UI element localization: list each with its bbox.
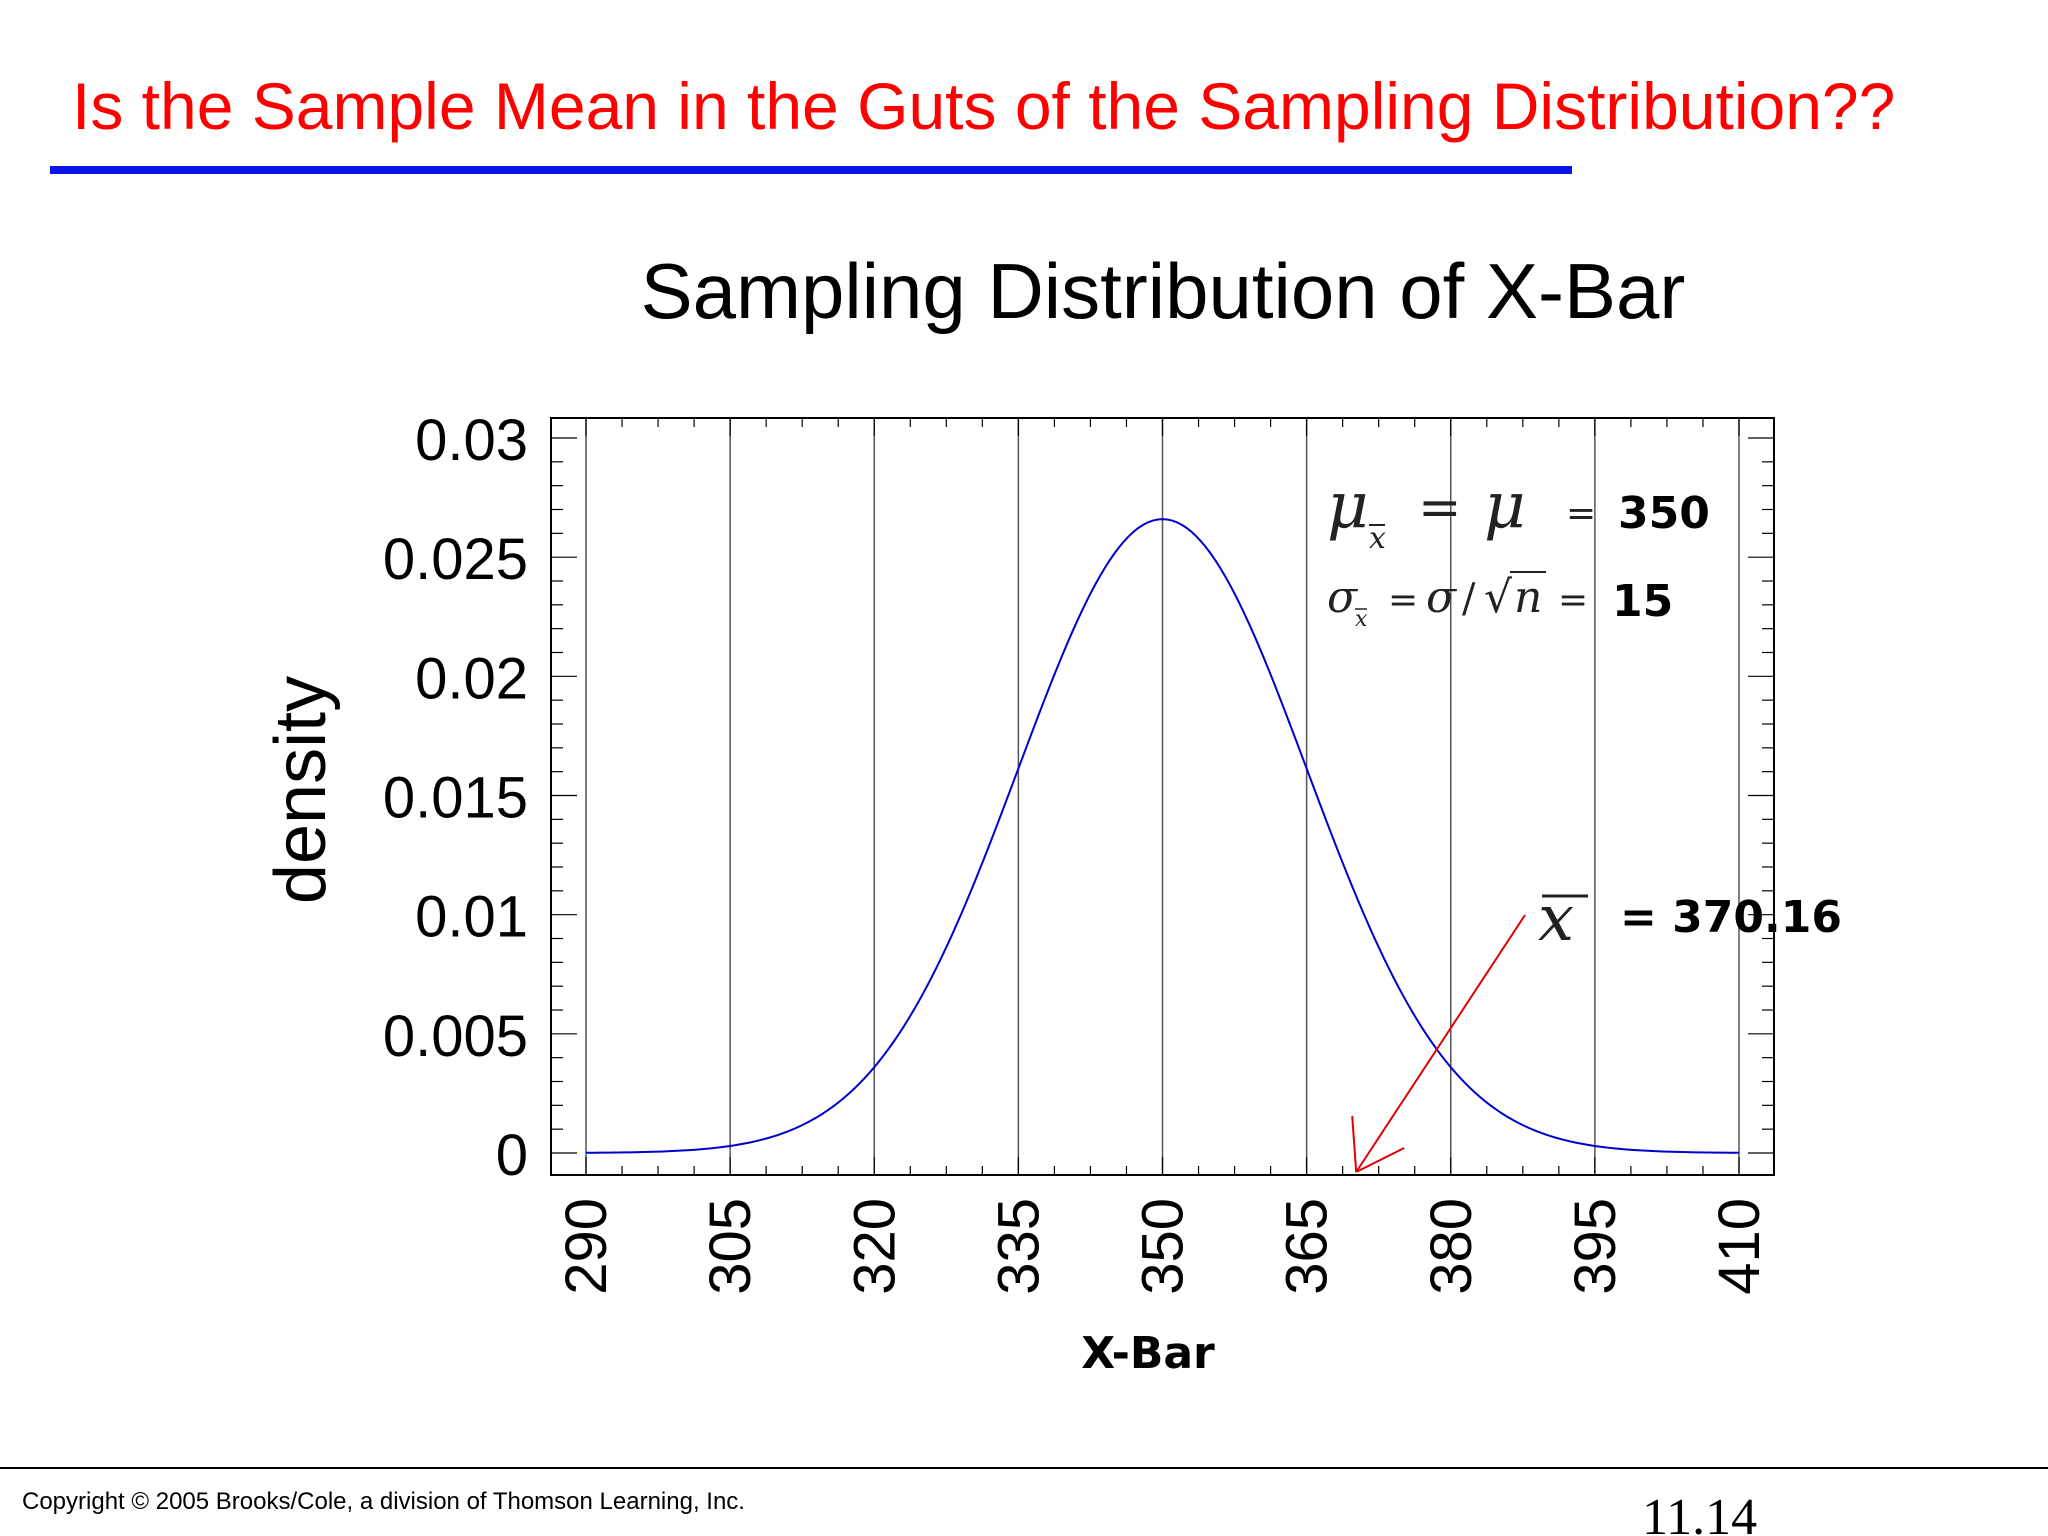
y-tick-label: 0.03 <box>415 408 528 473</box>
sigma-formula: σ x = σ / √ n = 15 <box>1327 571 1673 632</box>
x-tick-label: 410 <box>1707 1198 1772 1295</box>
y-tick-label: 0.02 <box>415 646 528 711</box>
y-tick-label: 0 <box>496 1123 528 1188</box>
footer-copyright: Copyright © 2005 Brooks/Cole, a division… <box>22 1488 745 1515</box>
sigma-value: 15 <box>1612 576 1673 627</box>
svg-text:=: = <box>1418 478 1462 538</box>
arrow-head <box>1351 1115 1358 1173</box>
page-number: 11.14 <box>1642 1490 1758 1536</box>
mu-value: 350 <box>1618 488 1710 539</box>
svg-text:√: √ <box>1484 572 1513 623</box>
svg-text:x: x <box>1369 521 1386 556</box>
svg-text:n: n <box>1514 572 1542 623</box>
x-tick-labels: 290 305 320 335 350 365 380 395 410 <box>554 1198 1772 1295</box>
xbar-annotation: x = 370.16 <box>1538 882 1842 956</box>
density-chart: Sampling Distribution of X-Bar 290 305 320… <box>261 247 1842 1379</box>
y-tick-label: 0.015 <box>383 766 528 831</box>
x-tick-label: 305 <box>698 1198 763 1295</box>
svg-text:μ: μ <box>1484 469 1526 543</box>
vertical-grid <box>585 418 1740 1175</box>
arrow-shaft <box>1355 914 1526 1173</box>
svg-text:σ: σ <box>1327 572 1359 623</box>
svg-text:μ: μ <box>1327 469 1369 543</box>
x-tick-label: 335 <box>986 1198 1051 1295</box>
svg-text:=: = <box>1566 493 1596 534</box>
svg-text:x: x <box>1538 882 1574 956</box>
y-tick-label: 0.005 <box>383 1004 528 1069</box>
x-tick-label: 395 <box>1563 1198 1628 1295</box>
minor-ticks <box>551 418 1774 1175</box>
x-tick-label: 380 <box>1419 1198 1484 1295</box>
density-curve <box>585 518 1740 1154</box>
title-underline <box>50 166 1572 174</box>
slide-title: Is the Sample Mean in the Guts of the Sa… <box>72 69 1896 143</box>
mu-formula: μ x = μ = 350 <box>1327 469 1710 556</box>
y-axis-label: density <box>261 676 341 904</box>
y-tick-labels: 0.03 0.025 0.02 0.015 0.01 0.005 0 <box>383 408 528 1188</box>
x-axis-label: X-Bar <box>1081 1328 1215 1379</box>
y-tick-label: 0.025 <box>383 527 528 592</box>
svg-text:x: x <box>1355 607 1368 632</box>
svg-text:/: / <box>1462 576 1476 622</box>
xbar-value: = 370.16 <box>1620 892 1842 943</box>
x-tick-label: 290 <box>554 1198 619 1295</box>
y-tick-label: 0.01 <box>415 885 528 950</box>
svg-text:=: = <box>1558 580 1588 621</box>
x-tick-label: 365 <box>1275 1198 1340 1295</box>
xbar-arrow <box>1351 914 1526 1173</box>
x-tick-label: 350 <box>1131 1198 1196 1295</box>
svg-text:=: = <box>1388 580 1418 621</box>
arrow-head <box>1355 1147 1405 1173</box>
footer-rule <box>0 1467 2048 1469</box>
x-tick-label: 320 <box>842 1198 907 1295</box>
chart-title: Sampling Distribution of X-Bar <box>641 247 1686 335</box>
plot-frame <box>550 417 1775 1176</box>
svg-text:σ: σ <box>1426 572 1458 623</box>
